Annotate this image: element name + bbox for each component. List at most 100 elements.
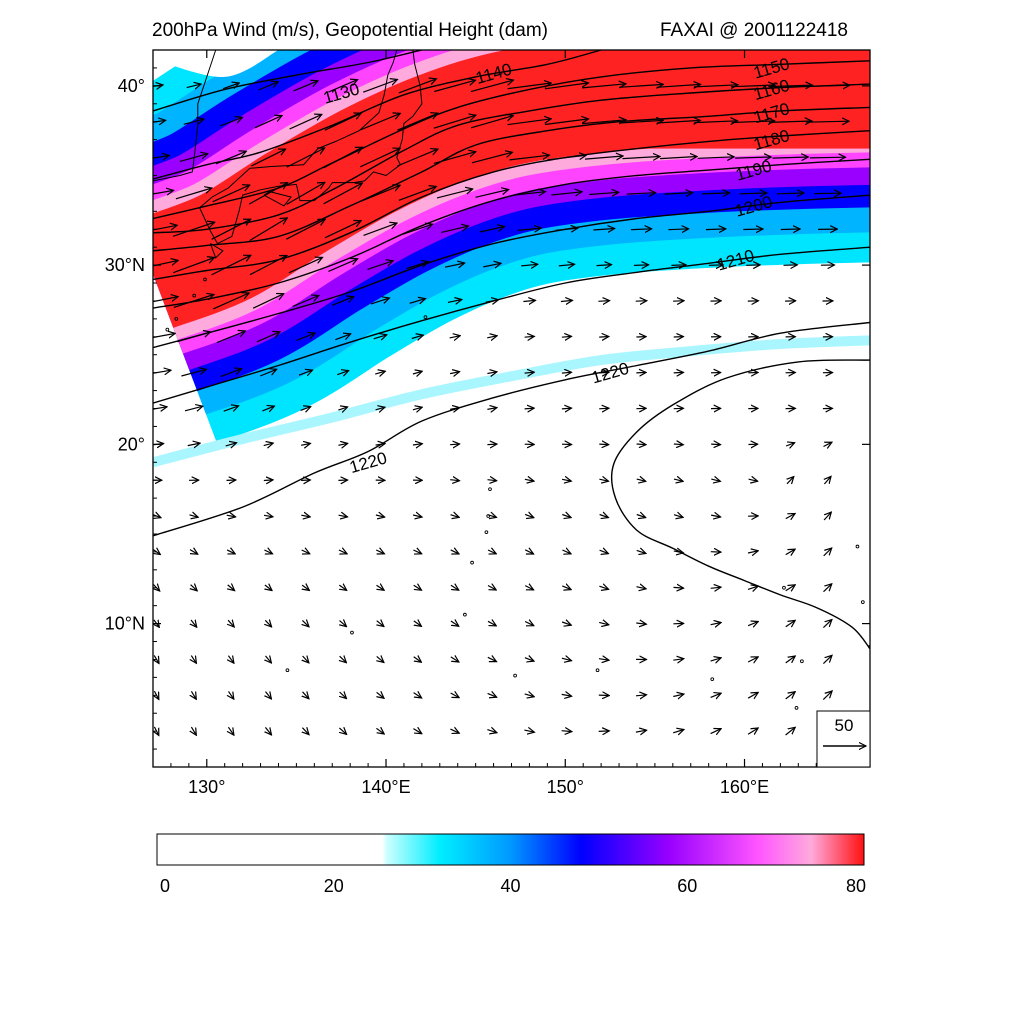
contour-line-1200 [153, 194, 870, 349]
contour-line-1220 [610, 359, 870, 650]
wind-vector-309 [340, 656, 347, 663]
wind-vector-347 [339, 728, 346, 735]
wind-vector-5 [328, 80, 357, 93]
wind-vector-16 [731, 85, 775, 87]
wind-vector-297 [599, 622, 609, 624]
wind-vector-319 [710, 658, 722, 661]
wind-vector-312 [450, 657, 459, 662]
wind-vector-352 [524, 730, 534, 732]
colorbar-label-20: 20 [324, 876, 344, 896]
island-1 [192, 293, 197, 298]
wind-vector-4 [293, 81, 319, 92]
wind-vector-49 [547, 155, 586, 161]
wind-vector-279 [636, 587, 647, 589]
wind-vector-115 [173, 295, 214, 308]
wind-vector-222 [636, 479, 646, 481]
wind-vector-162 [524, 372, 535, 373]
island-11 [350, 630, 354, 635]
wind-vector-106 [558, 264, 575, 266]
wind-vector-194 [300, 443, 310, 445]
wind-vector-302 [785, 620, 796, 626]
wind-vector-156 [298, 370, 313, 375]
wind-vector-332 [487, 693, 497, 697]
wind-vector-344 [228, 726, 234, 735]
wind-vector-91 [705, 229, 726, 230]
wind-vector-351 [487, 730, 497, 733]
island-0 [203, 277, 207, 282]
contour-line-1220 [153, 321, 870, 537]
wind-vector-40 [215, 151, 246, 165]
wind-vector-108 [633, 265, 649, 266]
wind-vector-143 [524, 336, 535, 337]
wind-vector-274 [450, 585, 459, 590]
wind-vector-265 [823, 548, 832, 557]
wind-vector-320 [747, 657, 758, 662]
colorbar-label-80: 80 [846, 876, 866, 896]
wind-vector-100 [328, 259, 357, 272]
lat-label-10: 10°N [105, 614, 145, 634]
wind-vector-98 [249, 256, 287, 276]
wind-vector-251 [301, 550, 310, 554]
wind-vector-56 [809, 157, 846, 158]
wind-vector-52 [660, 157, 697, 159]
wind-vector-202 [599, 444, 608, 445]
wind-vector-269 [265, 585, 272, 591]
wind-vector-198 [450, 444, 460, 445]
wind-vector-116 [212, 293, 249, 310]
wind-vector-324 [191, 690, 196, 699]
wind-vector-43 [323, 147, 363, 169]
island-7 [484, 530, 489, 535]
wind-vector-250 [264, 550, 272, 554]
wind-vector-128 [673, 301, 684, 302]
wind-vector-117 [252, 294, 284, 309]
wind-vector-321 [785, 656, 796, 664]
wind-vector-245 [785, 514, 795, 519]
wind-vector-84 [441, 226, 468, 233]
wind-vector-207 [785, 443, 795, 446]
wind-vector-103 [444, 263, 465, 267]
wind-vector-226 [787, 477, 794, 484]
wind-vector-134 [177, 332, 210, 343]
wind-vector-158 [375, 371, 385, 374]
wind-vector-153 [181, 369, 206, 377]
wind-vector-280 [673, 587, 684, 588]
wind-vector-126 [598, 301, 609, 302]
wind-vector-31 [582, 120, 626, 124]
wind-vector-261 [673, 551, 684, 553]
wind-vector-330 [413, 693, 422, 698]
wind-vector-121 [409, 299, 426, 304]
wind-vector-20 [183, 119, 204, 125]
wind-vector-166 [673, 372, 684, 373]
map-timestamp: FAXAI @ 2001122418 [660, 20, 848, 41]
island-10 [285, 668, 290, 673]
wind-vector-102 [406, 262, 429, 270]
wind-vector-139 [373, 335, 387, 339]
wind-vector-165 [636, 372, 646, 373]
wind-vector-3 [258, 82, 279, 91]
wind-vector-276 [524, 586, 533, 590]
wind-vector-83 [402, 224, 433, 235]
wind-vector-39 [179, 154, 208, 162]
wind-vector-9 [470, 80, 514, 93]
wind-vector-68 [551, 192, 582, 195]
wind-vector-329 [376, 692, 384, 698]
coastline-3 [209, 243, 224, 259]
wind-vector-177 [375, 407, 385, 410]
lat-label-30: 30°N [105, 255, 145, 275]
wind-vector-195 [338, 443, 347, 445]
wind-vector-81 [324, 221, 361, 239]
wind-vector-192 [225, 443, 237, 446]
wind-vector-119 [331, 297, 354, 306]
colorbar-gradient [156, 833, 865, 866]
wind-vector-316 [598, 659, 609, 661]
wind-vector-305 [191, 655, 196, 664]
wind-vector-253 [375, 550, 384, 554]
wind-vector-356 [673, 730, 684, 733]
wind-vector-178 [412, 407, 422, 410]
island-4 [423, 315, 428, 319]
wind-vector-325 [229, 691, 234, 699]
wind-vector-268 [228, 585, 235, 591]
wind-vector-238 [524, 514, 534, 517]
wind-vector-196 [375, 444, 385, 446]
